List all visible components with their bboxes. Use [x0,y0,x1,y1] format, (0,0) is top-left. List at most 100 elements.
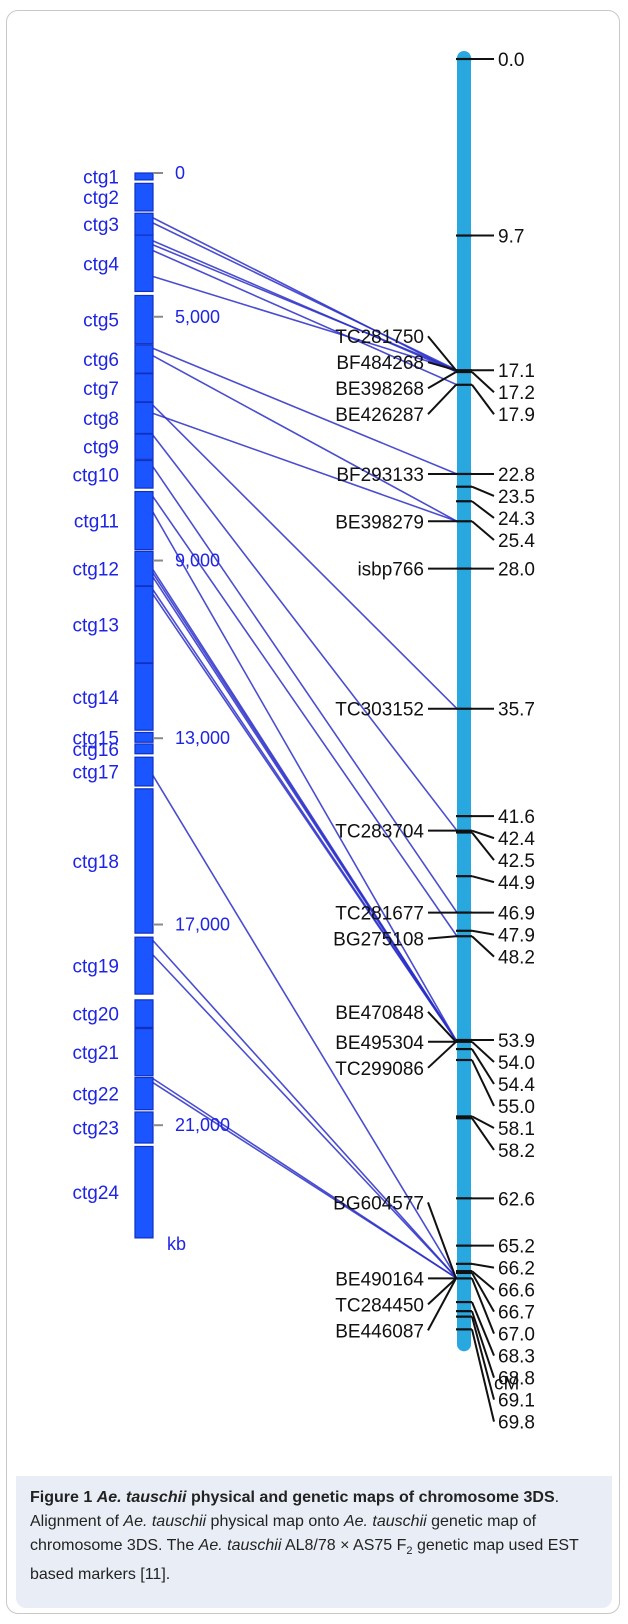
contig-block [134,1076,154,1111]
cM-label: 42.4 [498,829,535,850]
marker-label: BE398279 [335,512,424,533]
contig-block [134,585,154,664]
cM-label: 66.2 [498,1259,535,1280]
marker-label: BE398268 [335,379,424,400]
cM-label: 62.6 [498,1189,535,1210]
contig-label: ctg13 [73,616,119,637]
cM-label: 28.0 [498,560,535,581]
cM-label: 55.0 [498,1097,535,1118]
kb-tick-label: 13,000 [175,728,230,748]
contig-block [134,550,154,587]
cM-leader [471,520,495,541]
contig-label: ctg23 [73,1119,119,1140]
alignment-link [152,511,458,1043]
cM-leader [471,1301,495,1357]
cM-label: 48.2 [498,948,535,969]
cM-leader [471,1115,495,1129]
kb-tick-label: 9,000 [175,551,220,571]
alignment-link [152,222,458,371]
cM-label: 22.8 [498,465,535,486]
marker-leader [427,1277,457,1306]
cM-label: 41.6 [498,807,535,828]
cM-label: 69.8 [498,1413,535,1434]
marker-label: BG604577 [333,1193,424,1214]
contig-block [134,373,154,403]
physical-unit-label: kb [167,1234,186,1254]
contig-label: ctg14 [73,688,120,709]
alignment-link [152,347,458,475]
marker-leader [427,935,457,940]
contig-label: ctg15 [73,728,119,749]
cM-label: 9.7 [498,227,524,248]
contig-label: ctg5 [83,311,119,332]
cM-leader [471,831,495,861]
contig-label: ctg6 [83,350,119,371]
cM-leader [471,1329,495,1422]
alignment-link [152,434,458,832]
alignment-link [152,249,458,386]
contig-block [134,788,154,934]
kb-tick-label: 17,000 [175,915,230,935]
contig-block [134,743,154,755]
alignment-link [152,1081,458,1280]
cM-label: 17.9 [498,405,535,426]
cM-leader [471,1117,495,1151]
cM-label: 44.9 [498,873,535,894]
marker-label: BE426287 [335,405,424,426]
cM-label: 58.1 [498,1119,535,1140]
contig-label: ctg1 [83,167,119,188]
contig-label: ctg17 [73,763,119,784]
marker-label: BG275108 [333,930,424,951]
alignment-link [152,954,458,1279]
contig-block [134,344,154,374]
marker-label: BE495304 [335,1033,424,1054]
cM-label: 68.3 [498,1347,535,1368]
cM-leader [471,1310,495,1378]
cM-leader [471,935,495,958]
cM-label: 46.9 [498,904,535,925]
cM-label: 53.9 [498,1031,535,1052]
contig-block [134,433,154,460]
cM-leader [471,500,495,519]
kb-tick-label: 0 [175,163,185,183]
contig-label: ctg8 [83,409,119,430]
marker-leader [427,1202,457,1279]
alignment-link [152,355,458,522]
contig-block [134,1111,154,1144]
cM-label: 24.3 [498,509,535,530]
contig-block [134,459,154,489]
contig-block [134,756,154,787]
cM-label: 66.6 [498,1281,535,1302]
marker-label: TC281750 [335,327,424,348]
contig-label: ctg19 [73,957,119,978]
marker-leader [427,1011,457,1043]
caption-box: Figure 1 Ae. tauschii physical and genet… [16,1476,612,1608]
marker-label: BF293133 [336,465,424,486]
cM-leader [471,929,495,936]
contig-block [134,234,154,293]
cM-leader [471,1316,495,1400]
cM-leader [471,1059,495,1107]
cM-leader [471,1272,495,1313]
contig-label: ctg12 [73,560,119,581]
contig-block [134,936,154,995]
cM-label: 54.4 [498,1075,535,1096]
contig-label: ctg20 [73,1005,119,1026]
alignment-link [152,244,458,371]
chromosome-bar [457,51,471,1352]
cM-leader [471,485,495,497]
genetic-unit-label: cM [494,1373,519,1394]
cM-label: 23.5 [498,487,535,508]
cM-leader [471,1041,495,1063]
contig-label: ctg2 [83,188,119,209]
contig-label: ctg10 [73,465,119,486]
marker-label: TC299086 [335,1059,424,1080]
alignment-link [152,576,458,1043]
contig-block [134,662,154,731]
figure-caption: Figure 1 Ae. tauschii physical and genet… [30,1489,579,1584]
cM-label: 65.2 [498,1237,535,1258]
cM-label: 69.1 [498,1391,535,1412]
marker-leader [427,1041,457,1069]
marker-label: BE490164 [335,1269,424,1290]
